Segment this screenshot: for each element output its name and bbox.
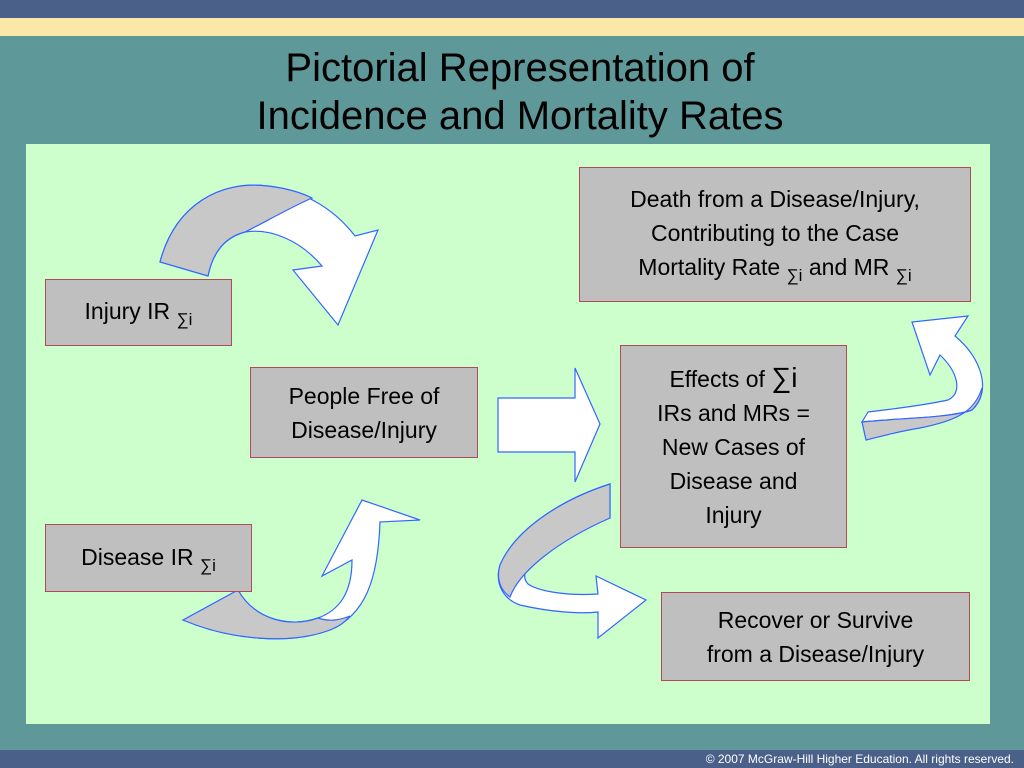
injury-to-people-arrow-shade bbox=[159, 184, 314, 277]
top-header-bar bbox=[0, 0, 1024, 18]
footer-bar: © 2007 McGraw-Hill Higher Education. All… bbox=[0, 750, 1024, 768]
effects-to-recover-arrow-shade bbox=[497, 483, 611, 598]
people-free-line-2: Disease/Injury bbox=[291, 416, 437, 443]
sigma-i-symbol: ∑i bbox=[176, 310, 193, 329]
title-line-1: Pictorial Representation of bbox=[285, 46, 755, 90]
injury-ir-label: Injury IR bbox=[84, 298, 171, 324]
recover-line-1: Recover or Survive bbox=[717, 606, 914, 633]
effects-line-4: Disease and bbox=[669, 468, 798, 494]
disease-to-people-arrow-shade bbox=[181, 589, 351, 640]
sigma-i-symbol: ∑i bbox=[199, 555, 216, 575]
people-to-effects-arrow bbox=[497, 367, 601, 483]
effects-line-5: Injury bbox=[705, 502, 762, 528]
title-line-2: Incidence and Mortality Rates bbox=[256, 94, 784, 138]
people-free-box: People Free of Disease/Injury bbox=[250, 367, 478, 458]
effects-line-1: Effects of bbox=[669, 366, 765, 392]
recover-box: Recover or Survive from a Disease/Injury bbox=[661, 592, 970, 681]
disease-ir-box: Disease IR ∑i bbox=[45, 524, 252, 592]
death-line-3-prefix: Mortality Rate bbox=[638, 254, 781, 280]
death-box: Death from a Disease/Injury, Contributin… bbox=[579, 167, 971, 302]
effects-box: Effects of ∑i IRs and MRs = New Cases of… bbox=[620, 345, 847, 548]
effects-to-death-arrow bbox=[860, 315, 984, 423]
recover-line-2: from a Disease/Injury bbox=[706, 640, 925, 667]
disease-ir-label: Disease IR bbox=[81, 543, 194, 570]
copyright-text: © 2007 McGraw-Hill Higher Education. All… bbox=[705, 752, 1014, 766]
death-line-3-middle: and MR bbox=[808, 254, 890, 280]
effects-to-death-arrow-shade bbox=[861, 387, 983, 441]
people-free-line-1: People Free of bbox=[288, 382, 440, 409]
effects-line-2: IRs and MRs = bbox=[657, 400, 810, 426]
sigma-i-symbol: ∑i bbox=[786, 266, 803, 285]
sigma-i-symbol: ∑i bbox=[771, 362, 798, 393]
effects-line-3: New Cases of bbox=[661, 434, 806, 460]
header-accent-stripe bbox=[0, 18, 1024, 36]
death-line-2: Contributing to the Case bbox=[650, 220, 900, 246]
sigma-i-symbol: ∑i bbox=[895, 266, 912, 285]
injury-ir-box: Injury IR ∑i bbox=[45, 279, 232, 346]
death-line-1: Death from a Disease/Injury, bbox=[630, 186, 920, 212]
slide-title: Pictorial Representation of Incidence an… bbox=[0, 44, 1024, 140]
